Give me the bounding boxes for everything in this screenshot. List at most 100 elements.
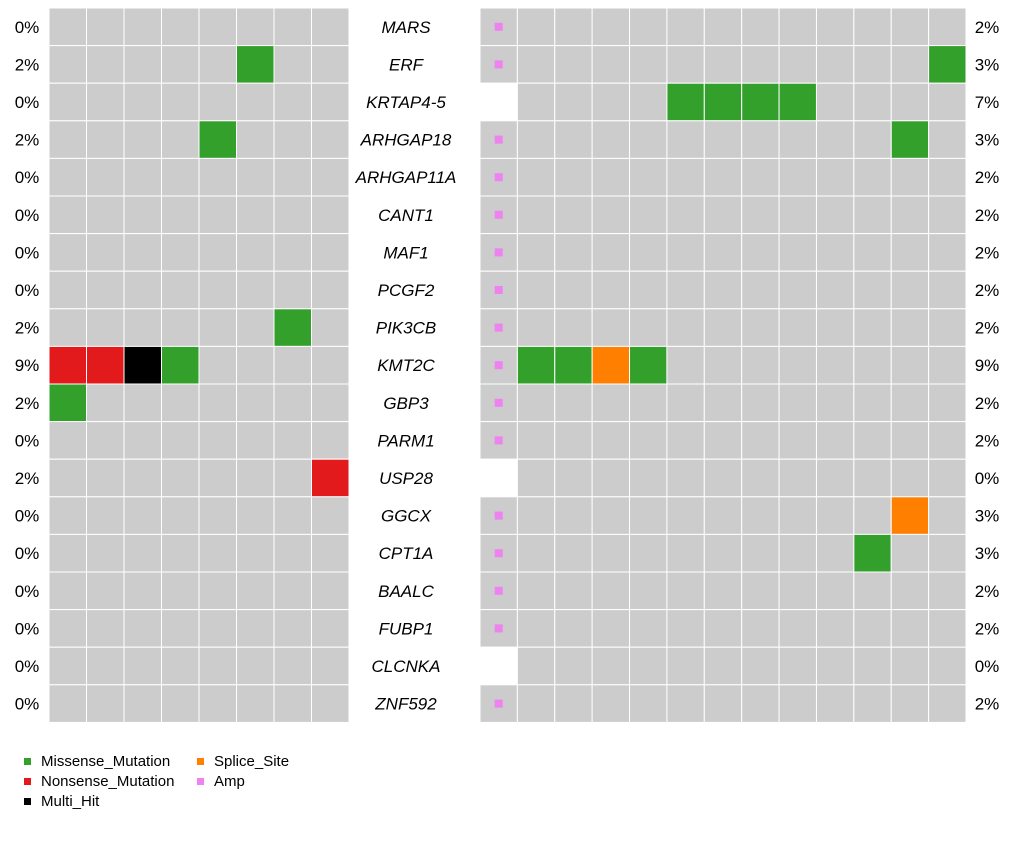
cell-empty xyxy=(703,383,743,423)
cell-empty xyxy=(86,82,125,122)
cell-empty xyxy=(853,458,892,498)
cell-missense-mutation xyxy=(161,345,200,385)
cell-empty xyxy=(778,533,817,573)
cell-empty xyxy=(198,233,237,272)
cell-empty xyxy=(815,157,855,197)
cell-empty xyxy=(123,233,162,272)
legend-label-multi-hit: Multi_Hit xyxy=(41,792,100,810)
cell-empty xyxy=(591,308,631,347)
left-percent-mars: 0% xyxy=(15,18,40,37)
legend-item-nonsense: Nonsense_Mutation xyxy=(24,772,197,790)
cell-empty xyxy=(853,195,892,235)
right-percent-pik3cb: 2% xyxy=(975,319,1000,338)
cell-empty xyxy=(311,345,350,385)
cell-empty xyxy=(86,609,125,648)
gene-label-baalc: BAALC xyxy=(378,582,434,601)
amp-marker xyxy=(494,60,503,69)
legend-label-splice-site: Splice_Site xyxy=(214,752,290,770)
left-percent-cpt1a: 0% xyxy=(15,544,40,563)
left-percent-pcgf2: 0% xyxy=(15,281,40,300)
cell-empty xyxy=(778,195,817,235)
cell-empty xyxy=(516,195,556,235)
cell-empty xyxy=(48,458,87,498)
cell-empty xyxy=(161,458,200,498)
cell-empty xyxy=(86,646,125,686)
legend-swatch-multi-hit xyxy=(24,797,31,805)
cell-empty xyxy=(273,421,312,460)
cell-empty xyxy=(890,458,930,498)
left-percent-pik3cb: 2% xyxy=(15,319,40,338)
cell-empty xyxy=(311,82,350,122)
cell-empty xyxy=(629,195,668,235)
cell-missense-mutation xyxy=(703,82,743,122)
cell-empty xyxy=(123,270,162,310)
cell-empty xyxy=(516,421,556,460)
cell-empty xyxy=(86,308,125,347)
cell-missense-mutation xyxy=(198,120,237,159)
cell-missense-mutation xyxy=(741,82,780,122)
cell-empty xyxy=(86,684,125,723)
cell-empty xyxy=(48,496,87,535)
cell-empty xyxy=(311,120,350,159)
right-percent-ggcx: 3% xyxy=(975,507,1000,526)
cell-empty xyxy=(86,533,125,573)
cell-empty xyxy=(236,421,275,460)
gene-label-clcnka: CLCNKA xyxy=(372,657,441,676)
cell-empty xyxy=(666,421,705,460)
cell-empty xyxy=(554,270,593,310)
cell-empty xyxy=(741,496,780,535)
cell-empty xyxy=(629,533,668,573)
cell-empty xyxy=(48,609,87,648)
cell-empty xyxy=(554,45,593,84)
cell-empty xyxy=(591,684,631,723)
cell-empty xyxy=(86,157,125,197)
cell-empty xyxy=(815,270,855,310)
cell-empty xyxy=(890,383,930,423)
cell-empty xyxy=(123,458,162,498)
cell-empty xyxy=(123,421,162,460)
cell-empty xyxy=(198,45,237,84)
cell-empty xyxy=(815,82,855,122)
cell-empty xyxy=(890,684,930,723)
cell-empty xyxy=(273,345,312,385)
cell-empty xyxy=(928,458,967,498)
cell-empty xyxy=(236,533,275,573)
cell-empty xyxy=(236,157,275,197)
cell-empty xyxy=(86,120,125,159)
cell-missense-mutation xyxy=(236,45,275,84)
cell-empty xyxy=(778,157,817,197)
gene-label-mars: MARS xyxy=(381,18,431,37)
cell-empty xyxy=(815,233,855,272)
cell-empty xyxy=(778,571,817,611)
cell-empty xyxy=(778,45,817,84)
cell-empty xyxy=(703,421,743,460)
cell-missense-mutation xyxy=(928,45,967,84)
cell-empty xyxy=(703,496,743,535)
cell-empty xyxy=(853,120,892,159)
cell-empty xyxy=(48,7,87,47)
cell-empty xyxy=(778,684,817,723)
cell-empty xyxy=(778,646,817,686)
cell-empty xyxy=(161,609,200,648)
cell-empty xyxy=(666,571,705,611)
cell-empty xyxy=(198,157,237,197)
cell-empty xyxy=(853,383,892,423)
left-percent-clcnka: 0% xyxy=(15,657,40,676)
gene-label-parm1: PARM1 xyxy=(377,431,434,450)
cell-empty xyxy=(815,684,855,723)
cell-empty xyxy=(815,383,855,423)
cell-empty xyxy=(273,533,312,573)
cell-empty xyxy=(928,646,967,686)
left-percent-kmt2c: 9% xyxy=(15,356,40,375)
amp-marker xyxy=(494,210,503,219)
cell-empty xyxy=(516,233,556,272)
cell-empty xyxy=(123,157,162,197)
cell-empty xyxy=(554,646,593,686)
cell-empty xyxy=(161,270,200,310)
cell-empty xyxy=(853,684,892,723)
cell-empty xyxy=(198,646,237,686)
cell-empty xyxy=(311,496,350,535)
cell-empty xyxy=(591,7,631,47)
cell-empty xyxy=(236,233,275,272)
cell-empty xyxy=(928,345,967,385)
